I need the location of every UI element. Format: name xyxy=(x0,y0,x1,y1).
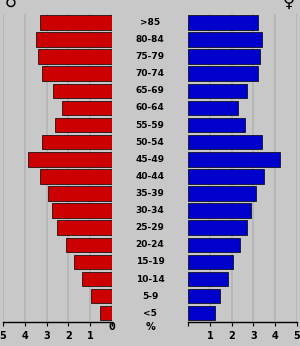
Text: ♀: ♀ xyxy=(283,0,295,11)
Bar xyxy=(188,101,238,115)
Bar xyxy=(42,66,112,81)
Bar xyxy=(188,66,258,81)
Bar xyxy=(188,152,280,166)
Text: <5: <5 xyxy=(143,309,157,318)
Text: 80-84: 80-84 xyxy=(136,35,164,44)
Bar xyxy=(40,169,112,184)
Text: ♂: ♂ xyxy=(5,0,20,11)
Text: 50-54: 50-54 xyxy=(136,138,164,147)
Text: 10-14: 10-14 xyxy=(136,274,164,283)
Bar xyxy=(38,49,112,64)
Bar xyxy=(188,237,240,252)
Text: 35-39: 35-39 xyxy=(136,189,164,198)
Text: 60-64: 60-64 xyxy=(136,103,164,112)
Bar xyxy=(62,101,112,115)
Bar xyxy=(48,186,112,201)
Text: 70-74: 70-74 xyxy=(136,69,164,78)
Text: 15-19: 15-19 xyxy=(136,257,164,266)
Bar xyxy=(188,135,262,149)
Bar xyxy=(188,118,245,132)
Bar xyxy=(74,255,112,269)
Text: 0: 0 xyxy=(109,322,115,332)
Text: 25-29: 25-29 xyxy=(136,223,164,232)
Bar xyxy=(188,289,220,303)
Bar xyxy=(53,83,112,98)
Bar xyxy=(188,49,260,64)
Bar xyxy=(188,272,228,286)
Bar xyxy=(100,306,112,320)
Bar xyxy=(42,135,112,149)
Text: 30-34: 30-34 xyxy=(136,206,164,215)
Bar xyxy=(188,255,233,269)
Text: 40-44: 40-44 xyxy=(136,172,164,181)
Bar xyxy=(188,83,247,98)
Text: 5-9: 5-9 xyxy=(142,292,158,301)
Bar xyxy=(66,237,112,252)
Text: %: % xyxy=(145,322,155,332)
Bar xyxy=(188,15,258,30)
Bar xyxy=(188,220,247,235)
Bar xyxy=(55,118,112,132)
Bar xyxy=(28,152,112,166)
Bar xyxy=(188,186,256,201)
Bar xyxy=(188,169,264,184)
Bar xyxy=(52,203,112,218)
Bar xyxy=(40,15,112,30)
Text: 55-59: 55-59 xyxy=(136,120,164,129)
Text: 75-79: 75-79 xyxy=(135,52,165,61)
Text: 65-69: 65-69 xyxy=(136,86,164,95)
Bar xyxy=(82,272,112,286)
Text: >85: >85 xyxy=(140,18,160,27)
Bar xyxy=(57,220,112,235)
Text: 20-24: 20-24 xyxy=(136,240,164,249)
Bar xyxy=(36,32,112,47)
Bar xyxy=(188,32,262,47)
Bar xyxy=(91,289,112,303)
Bar xyxy=(188,306,215,320)
Bar xyxy=(188,203,251,218)
Text: 45-49: 45-49 xyxy=(135,155,165,164)
